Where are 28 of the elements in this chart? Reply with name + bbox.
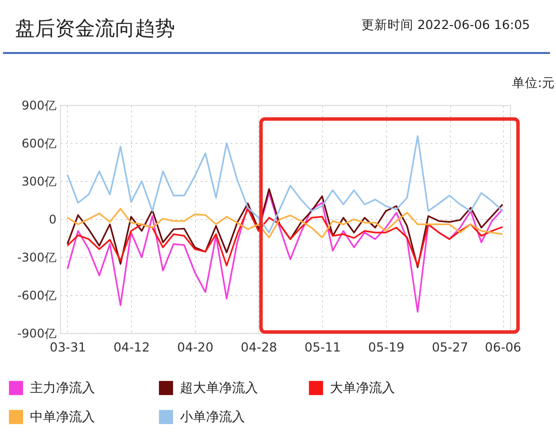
line-series [66, 208, 504, 266]
x-tick-label: 03-31 [50, 340, 86, 354]
line-series [66, 135, 504, 234]
x-tick-label: 04-12 [113, 340, 150, 354]
y-tick-label: -300亿 [17, 250, 56, 264]
y-tick-label: 900亿 [22, 98, 56, 112]
legend-label: 中单净流入 [30, 409, 95, 425]
line-series [66, 208, 504, 238]
legend-label: 大单净流入 [330, 380, 395, 396]
x-tick-label: 04-20 [177, 340, 214, 354]
y-tick-label: 600亿 [22, 136, 56, 150]
x-tick-label: 06-06 [484, 340, 522, 354]
text: 单位:元 [512, 75, 555, 90]
y-tick-label: -600亿 [17, 288, 56, 302]
y-tick-label: 0 [48, 212, 56, 226]
x-tick-label: 04-28 [240, 340, 278, 354]
line-series [66, 192, 504, 313]
legend-label: 超大单净流入 [180, 380, 258, 396]
x-tick-label: 05-11 [304, 340, 341, 354]
x-tick-label: 05-27 [432, 340, 468, 354]
x-tick-label: 05-19 [368, 340, 405, 354]
line-series [66, 188, 504, 268]
chart-title: 盘后资金流向趋势 [15, 16, 175, 40]
y-tick-label: -900亿 [17, 326, 56, 340]
chart-subtitle: 更新时间 2022-06-06 16:05 [361, 17, 530, 32]
y-tick-label: 300亿 [22, 174, 56, 188]
legend-label: 主力净流入 [30, 380, 95, 396]
legend-label: 小单净流入 [180, 409, 245, 425]
